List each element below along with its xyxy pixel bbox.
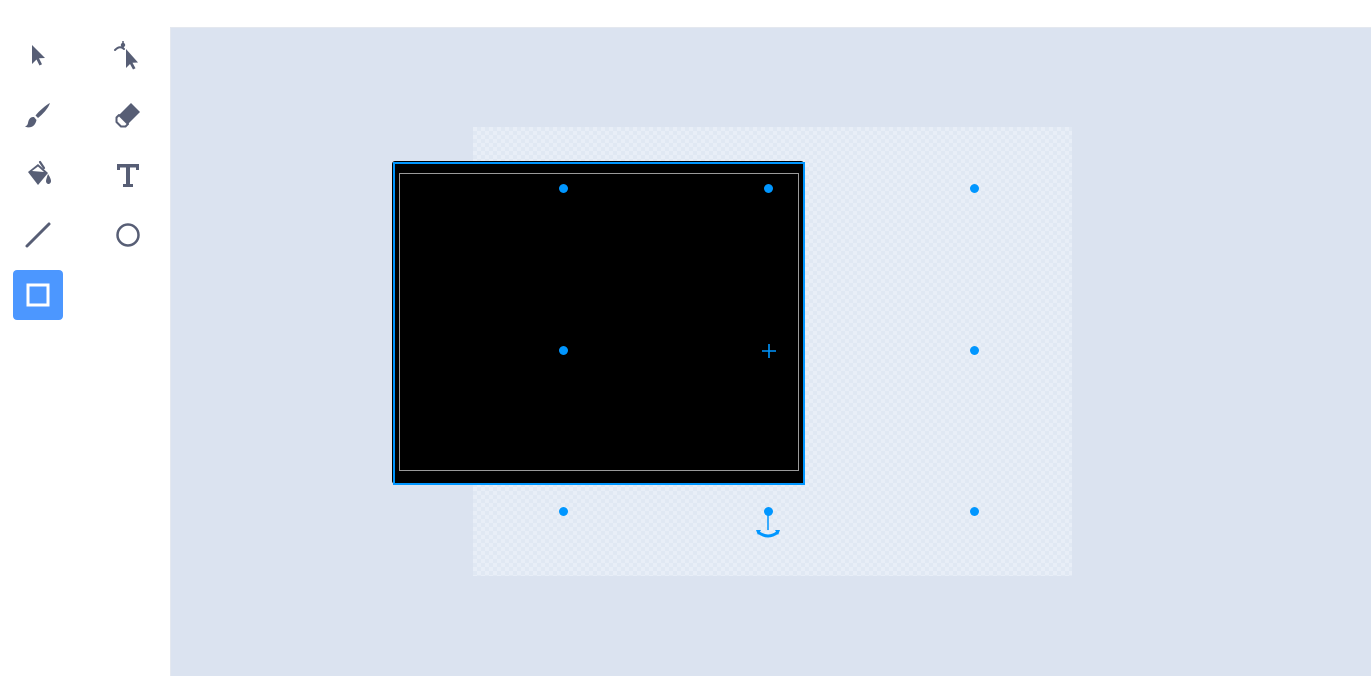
line-icon bbox=[25, 222, 51, 248]
fill-tool-button[interactable] bbox=[13, 150, 63, 200]
line-tool-button[interactable] bbox=[13, 210, 63, 260]
reshape-arrow-icon bbox=[114, 41, 138, 70]
resize-handle-bottom-left[interactable] bbox=[559, 507, 568, 516]
resize-handle-bottom[interactable] bbox=[764, 507, 773, 516]
inner-rectangle-outline bbox=[399, 173, 799, 471]
resize-handle-left[interactable] bbox=[559, 346, 568, 355]
brush-tool-button[interactable] bbox=[13, 90, 63, 140]
reshape-tool-button[interactable] bbox=[103, 30, 153, 80]
text-tool-button[interactable] bbox=[103, 150, 153, 200]
rectangle-tool-button[interactable] bbox=[13, 270, 63, 320]
black-rectangle-shape[interactable] bbox=[392, 161, 804, 484]
resize-handle-bottom-right[interactable] bbox=[970, 507, 979, 516]
select-tool-button[interactable] bbox=[13, 30, 63, 80]
rectangle-icon bbox=[26, 283, 50, 307]
circle-icon bbox=[116, 223, 140, 247]
text-icon bbox=[117, 164, 139, 187]
center-crosshair-icon bbox=[762, 344, 776, 358]
resize-handle-right[interactable] bbox=[970, 346, 979, 355]
eraser-tool-button[interactable] bbox=[103, 90, 153, 140]
resize-handle-top[interactable] bbox=[764, 184, 773, 193]
resize-handle-top-left[interactable] bbox=[559, 184, 568, 193]
brush-icon bbox=[25, 103, 50, 128]
eraser-icon bbox=[115, 103, 140, 128]
rotate-handle-icon[interactable] bbox=[755, 512, 781, 542]
select-arrow-icon bbox=[32, 45, 45, 66]
paint-toolbar bbox=[0, 0, 168, 678]
circle-tool-button[interactable] bbox=[103, 210, 153, 260]
resize-handle-top-right[interactable] bbox=[970, 184, 979, 193]
fill-bucket-icon bbox=[28, 160, 51, 185]
